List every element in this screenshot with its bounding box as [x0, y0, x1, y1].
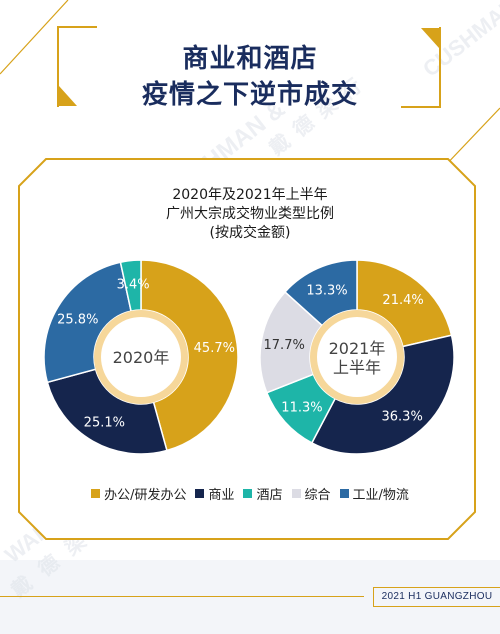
chart-subtitle-2: 广州大宗成交物业类型比例 [166, 206, 334, 222]
legend-item: 酒店 [243, 484, 283, 503]
slice-label: 11.3% [281, 400, 322, 415]
legend-item: 商业 [195, 484, 234, 503]
slice-label: 25.1% [84, 415, 125, 430]
legend-swatch [243, 489, 253, 498]
legend-label: 商业 [208, 488, 235, 503]
legend-swatch [91, 489, 101, 498]
legend-label: 工业/物流 [352, 488, 409, 503]
slice-label: 3.4% [117, 277, 150, 292]
slice-label: 25.8% [57, 313, 98, 328]
legend-swatch [291, 489, 301, 498]
legend-label: 办公/研发办公 [104, 488, 187, 503]
inner-hole [101, 317, 181, 397]
legend-item: 办公/研发办公 [91, 484, 186, 503]
title-frame [57, 26, 441, 108]
slice-label: 17.7% [264, 338, 305, 353]
legend-label: 酒店 [256, 488, 283, 503]
inner-hole [317, 317, 397, 397]
slice-label: 36.3% [382, 410, 423, 425]
footer-rule [0, 596, 364, 597]
legend-label: 综合 [304, 488, 331, 503]
legend-item: 工业/物流 [339, 484, 409, 503]
page-title-line-1: 商业和酒店 [182, 44, 318, 74]
deco-line [0, 0, 69, 75]
page-title-line-2: 疫情之下逆市成交 [141, 80, 358, 110]
legend-item: 综合 [291, 484, 331, 503]
legend-swatch [339, 489, 349, 498]
center-label: 2020年 [113, 348, 170, 367]
center-label: 2021年 [329, 339, 386, 358]
footer-tag: 2021 H1 GUANGZHOU [373, 587, 500, 607]
slice-label: 45.7% [194, 341, 235, 356]
center-label: 上半年 [333, 358, 381, 377]
legend-swatch [195, 489, 205, 498]
chart-subtitle-1: 2020年及2021年上半年 [172, 187, 328, 203]
bottom-band [0, 560, 500, 634]
slice-label: 13.3% [306, 283, 347, 298]
slice-label: 21.4% [382, 293, 423, 308]
chart-subtitle-3: (按成交金额) [209, 225, 291, 241]
chart-legend: 办公/研发办公 商业 酒店 综合 工业/物流 [0, 484, 500, 503]
